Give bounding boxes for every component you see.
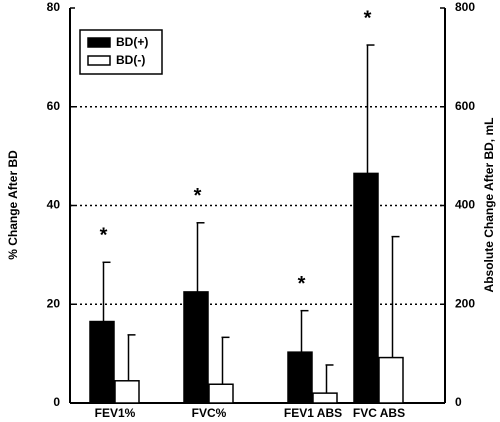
y-tick-label: 0	[53, 395, 60, 409]
y2-tick-label: 400	[455, 198, 475, 212]
y-tick-label: 80	[47, 0, 61, 14]
y-tick-label: 20	[47, 296, 61, 310]
y2-tick-label: 600	[455, 99, 475, 113]
legend-swatch	[87, 37, 111, 48]
x-tick-label: FVC%	[192, 406, 227, 420]
legend-label: BD(+)	[116, 35, 148, 49]
bar	[183, 291, 209, 404]
significance-mark: *	[194, 185, 202, 207]
y2-tick-label: 800	[455, 0, 475, 14]
y2-tick-label: 200	[455, 296, 475, 310]
significance-mark: *	[364, 7, 372, 29]
y2-tick-label: 0	[455, 395, 462, 409]
bar	[208, 383, 234, 404]
bar	[89, 320, 115, 404]
legend-label: BD(-)	[116, 53, 145, 67]
legend-swatch	[87, 55, 111, 66]
x-tick-label: FVC ABS	[353, 406, 405, 420]
bar	[114, 380, 140, 404]
y2-axis-title: Absolute Change After BD, mL	[482, 118, 496, 293]
significance-mark: *	[100, 225, 108, 247]
bar	[287, 351, 313, 404]
bar	[312, 392, 338, 404]
y-axis-title: % Change After BD	[6, 150, 20, 260]
significance-mark: *	[298, 273, 306, 295]
bar	[353, 172, 379, 404]
y-tick-label: 60	[47, 99, 61, 113]
x-tick-label: FEV1%	[95, 406, 136, 420]
x-tick-label: FEV1 ABS	[284, 406, 342, 420]
y-tick-label: 40	[47, 198, 61, 212]
bar	[378, 356, 404, 404]
